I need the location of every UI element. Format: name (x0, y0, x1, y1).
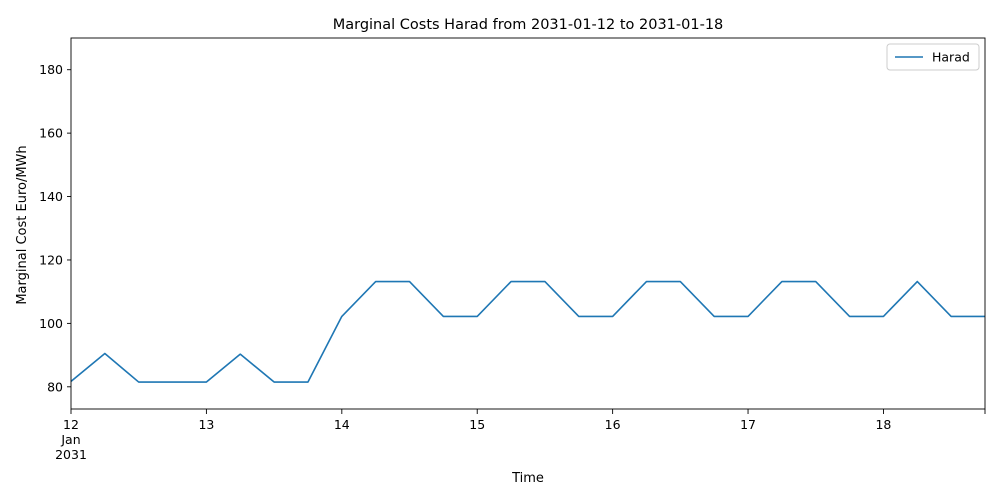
x-tick-label: 18 (875, 417, 891, 432)
series-line-0 (70, 280, 985, 383)
y-tick-label: 120 (39, 252, 63, 267)
x-tick-label: 14 (334, 417, 350, 432)
axes-frame (70, 37, 986, 410)
x-tick-label: 2031 (55, 447, 87, 462)
legend-box (886, 43, 980, 71)
x-tick-label: 17 (740, 417, 756, 432)
legend-label: Harad (932, 50, 970, 65)
y-tick-label: 140 (39, 189, 63, 204)
x-tick-label: Jan (60, 432, 80, 447)
y-tick-label: 100 (39, 316, 63, 331)
x-tick-label: 16 (605, 417, 621, 432)
y-tick-label: 160 (39, 126, 63, 141)
y-tick-label: 80 (47, 379, 63, 394)
legend: Harad (886, 43, 980, 71)
y-tick-label: 180 (39, 62, 63, 77)
x-tick-label: 12 (63, 417, 79, 432)
chart-title: Marginal Costs Harad from 2031-01-12 to … (333, 17, 724, 33)
y-axis-label: Marginal Cost Euro/MWh (15, 145, 30, 304)
x-axis-label: Time (511, 471, 544, 486)
x-tick-label: 15 (469, 417, 485, 432)
x-tick-label: 13 (198, 417, 214, 432)
